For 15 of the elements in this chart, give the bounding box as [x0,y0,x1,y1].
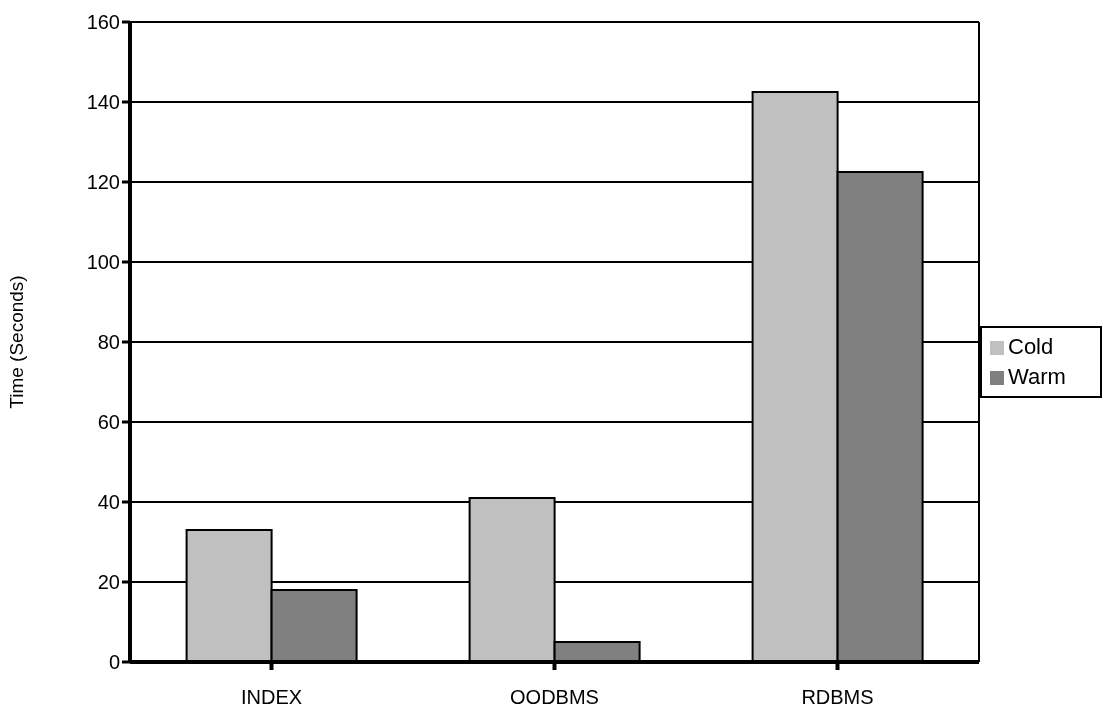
legend-label: Warm [1008,364,1066,389]
y-axis-title: Time (Seconds) [5,275,27,409]
y-tick-label: 120 [86,171,120,194]
y-tick-label: 20 [97,571,120,594]
y-tick-label: 60 [97,411,120,434]
x-tick-label: INDEX [240,686,303,709]
y-tick-label: 40 [97,491,120,514]
legend-label: Cold [1008,334,1054,359]
x-tick-label: OODBMS [510,686,599,709]
y-tick-label: 80 [97,331,120,354]
y-tick-label: 160 [86,11,120,34]
y-tick-label: 0 [108,651,120,674]
y-tick-label: 100 [86,251,120,274]
x-tick-label: RDBMS [801,686,874,709]
y-tick-label: 140 [86,91,120,114]
